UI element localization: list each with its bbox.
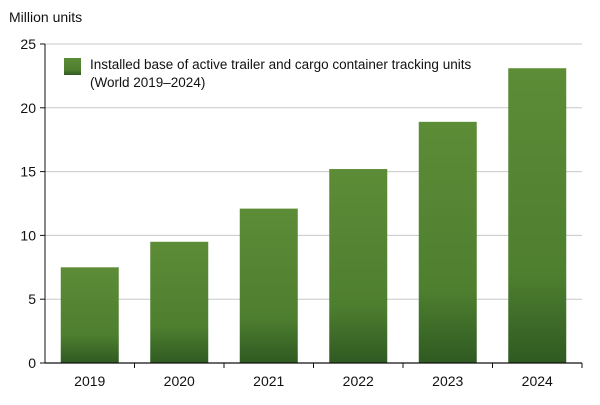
legend: Installed base of active trailer and car… [64, 57, 471, 90]
y-tick-label: 5 [28, 291, 36, 307]
x-tick-label: 2021 [253, 373, 284, 389]
y-tick-label: 15 [20, 164, 36, 180]
y-tick-label: 25 [20, 36, 36, 52]
gridlines [45, 43, 582, 300]
x-tick-label: 2023 [432, 373, 463, 389]
y-axis-unit-label: Million units [9, 9, 82, 25]
x-tick-label: 2024 [522, 373, 553, 389]
legend-label: Installed base of active trailer and car… [90, 57, 471, 72]
bar-2021 [239, 208, 298, 363]
x-axis-ticks: 2019 2020 2021 2022 2023 2024 [74, 363, 583, 389]
y-tick-label: 0 [28, 355, 36, 371]
x-tick-label: 2022 [343, 373, 374, 389]
legend-sublabel: (World 2019–2024) [90, 75, 205, 90]
bar-2020 [150, 241, 209, 363]
bar-2019 [60, 267, 119, 363]
bars [60, 68, 567, 363]
x-tick-label: 2020 [164, 373, 195, 389]
bar-2022 [329, 169, 388, 363]
y-tick-label: 20 [20, 100, 36, 116]
x-tick-label: 2019 [74, 373, 105, 389]
y-axis-ticks: 0 5 10 15 20 25 [20, 36, 45, 371]
y-tick-label: 10 [20, 227, 36, 243]
bar-2024 [508, 68, 567, 363]
legend-swatch [64, 58, 81, 75]
bar-2023 [418, 121, 477, 363]
